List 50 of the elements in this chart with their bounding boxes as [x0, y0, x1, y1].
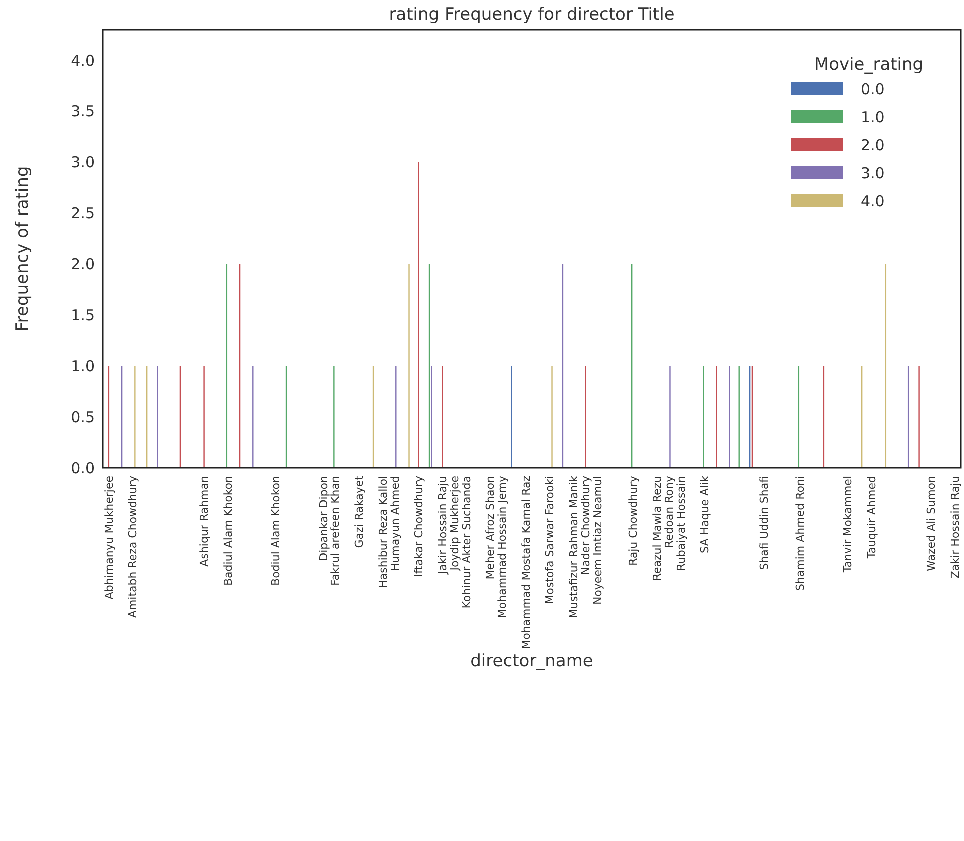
x-tick-label: Reazul Mawla Rezu [650, 476, 664, 582]
x-tick-label: Badiul Alam Khokon [222, 476, 235, 586]
legend-title: Movie_rating [814, 55, 924, 75]
x-tick-label: Mustafizur Rahman Manik [568, 475, 581, 619]
x-tick-label: Meher Afroz Shaon [484, 476, 498, 580]
y-tick-label: 1.0 [71, 357, 95, 376]
x-tick-label: Joydip Mukherjee [448, 476, 462, 572]
x-tick-label: Mostofa Sarwar Farooki [544, 476, 557, 604]
x-tick-label: Rubaiyat Hossain [674, 476, 688, 572]
x-tick-label: Iftakar Chowdhury [412, 476, 426, 578]
y-tick-label: 3.5 [71, 102, 95, 121]
x-tick-label: Redoan Rony [662, 476, 676, 548]
x-tick-label: Tanvir Mokammel [842, 476, 855, 574]
x-tick-label: Wazed Ali Sumon [925, 476, 938, 572]
x-tick-label: Hashibur Reza Kallol [376, 476, 390, 588]
legend-label: 1.0 [861, 108, 885, 126]
y-tick-label: 0.0 [71, 459, 95, 478]
x-tick-label: Ashiqur Rahman [198, 476, 212, 567]
chart-title: rating Frequency for director Title [389, 5, 675, 25]
x-axis-title: director_name [470, 651, 594, 672]
x-tick-label: Jakir Hossain Raju [436, 476, 450, 576]
y-tick-label: 0.5 [71, 408, 95, 426]
y-tick-label: 3.0 [71, 154, 95, 172]
x-tick-label: Kohinur Akter Suchanda [460, 476, 474, 609]
x-tick-label: Shafi Uddin Shafi [758, 476, 772, 570]
y-tick-label: 4.0 [71, 52, 95, 70]
x-tick-label: Raju Chowdhury [627, 476, 640, 566]
x-tick-label: Bodiul Alam Khokon [270, 476, 283, 586]
x-tick-label: Tauquir Ahmed [865, 476, 878, 560]
legend-label: 0.0 [861, 80, 885, 98]
x-tick-label: Zakir Hossain Raju [948, 476, 962, 579]
legend-label: 4.0 [861, 192, 885, 210]
legend-label: 2.0 [861, 136, 885, 154]
x-tick-label: Mohammad Hossain Jemy [496, 476, 510, 619]
x-tick-label: Noyeem Imtiaz Neamul [591, 476, 604, 606]
y-tick-label: 2.0 [71, 256, 95, 274]
x-tick-label: Amitabh Reza Chowdhury [126, 476, 140, 618]
x-tick-label: Abhimanyu Mukherjee [102, 476, 116, 600]
x-tick-label: Humayun Ahmed [388, 476, 402, 572]
x-tick-label: Dipankar Dipon [317, 476, 330, 562]
x-tick-label: Mohammad Mostafa Kamal Raz [520, 476, 533, 650]
y-axis-title: Frequency of rating [13, 166, 33, 332]
x-tick-label: Fakrul arefeen Khan [329, 476, 342, 586]
x-tick-label: Nader Chowdhury [579, 476, 592, 576]
x-tick-label: SA Haque Alik [698, 475, 712, 554]
legend-label: 3.0 [861, 164, 885, 182]
x-tick-label: Gazi Rakayet [353, 475, 366, 548]
y-tick-label: 1.5 [71, 306, 95, 324]
x-tick-label: Shamim Ahmed Roni [794, 476, 807, 592]
y-tick-label: 2.5 [71, 204, 95, 223]
